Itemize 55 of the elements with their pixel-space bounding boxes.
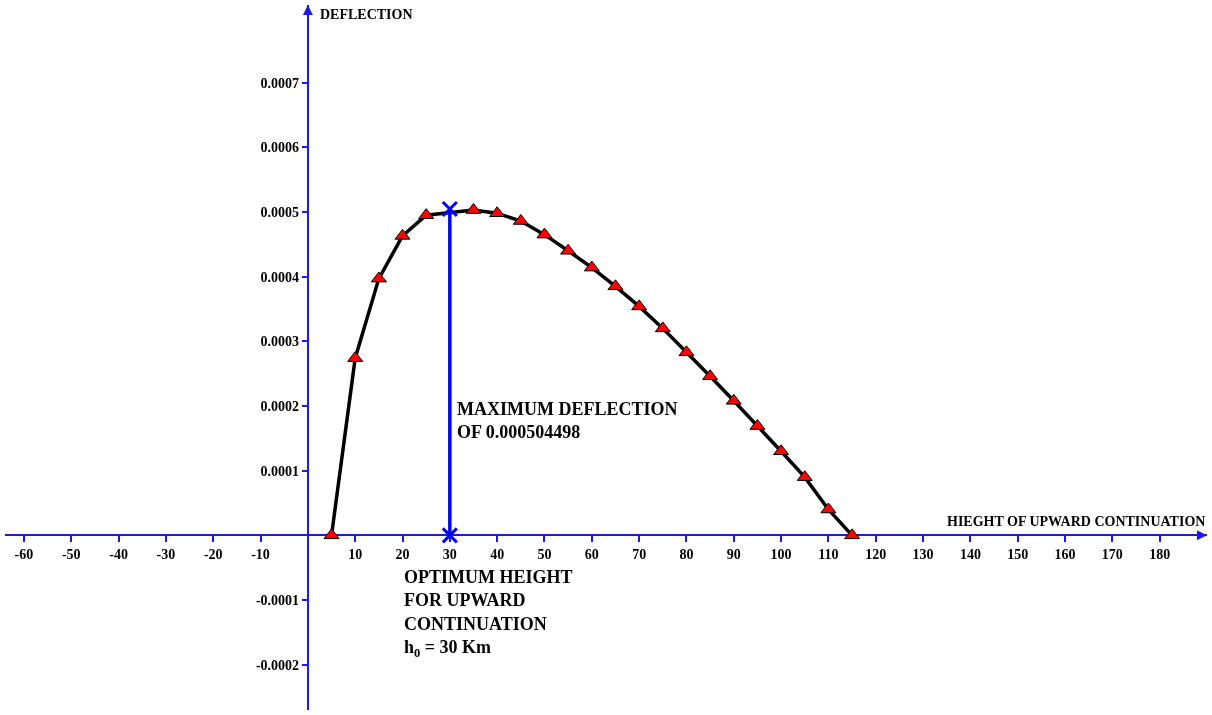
x-tick-label: 110 xyxy=(818,547,839,563)
x-tick-label: -60 xyxy=(14,547,34,563)
x-tick-label: -30 xyxy=(156,547,176,563)
point xyxy=(441,526,459,544)
x-tick-label: 60 xyxy=(584,547,599,563)
y-tick-label: -0.0001 xyxy=(255,592,300,608)
x-tick-label: -50 xyxy=(61,547,81,563)
point xyxy=(773,444,790,456)
point xyxy=(489,206,506,218)
point xyxy=(654,321,671,333)
y-tick-label: -0.0002 xyxy=(255,657,300,673)
y-tick-label: 0.0001 xyxy=(260,463,300,479)
y-axis-title: DEFLECTION xyxy=(320,7,413,22)
x-tick-label: 50 xyxy=(537,547,552,563)
point xyxy=(844,528,861,540)
point xyxy=(560,243,577,255)
annotation: MAXIMUM DEFLECTION OF 0.000504498 xyxy=(457,399,678,443)
x-tick-label: 90 xyxy=(726,547,741,563)
x-tick-label: -10 xyxy=(251,547,270,563)
x-tick-label: 160 xyxy=(1054,547,1076,563)
point xyxy=(323,528,340,540)
y-tick-label: 0.0003 xyxy=(260,334,300,350)
y-tick-label: 0.0007 xyxy=(260,75,300,91)
point xyxy=(678,345,695,357)
x-tick-label: 100 xyxy=(770,547,792,563)
point xyxy=(607,279,624,291)
x-tick-label: 140 xyxy=(959,547,981,563)
x-tick-label: 150 xyxy=(1007,547,1029,563)
point xyxy=(394,228,411,240)
x-tick-label: 40 xyxy=(490,547,505,563)
y-tick-label: 0.0002 xyxy=(260,398,300,414)
y-tick-label: 0.0004 xyxy=(260,269,300,285)
x-tick-label: 180 xyxy=(1149,547,1171,563)
point xyxy=(725,393,742,405)
x-tick-label: 130 xyxy=(912,547,934,563)
point xyxy=(370,271,387,283)
x-tick-label: -20 xyxy=(203,547,223,563)
x-tick-label: 120 xyxy=(865,547,887,563)
point xyxy=(583,260,600,272)
y-tick-label: 0.0006 xyxy=(260,140,300,156)
x-axis-title: HIEGHT OF UPWARD CONTINUATION xyxy=(947,514,1206,529)
annotation: OPTIMUM HEIGHT FOR UPWARD CONTINUATION h$_{0}$ = 30 Km xyxy=(404,567,573,660)
point xyxy=(702,369,719,381)
point xyxy=(820,502,837,514)
x-tick-label: 10 xyxy=(348,547,363,563)
x-tick-label: -40 xyxy=(109,547,128,563)
x-tick-label: 70 xyxy=(632,547,647,563)
x-tick-label: 30 xyxy=(442,547,457,563)
point xyxy=(631,299,648,311)
x-tick-label: 170 xyxy=(1101,547,1123,563)
point xyxy=(536,227,553,239)
x-tick-label: 80 xyxy=(679,547,694,563)
y-tick-label: 0.0005 xyxy=(260,204,300,220)
x-tick-label: 20 xyxy=(395,547,410,563)
point xyxy=(441,200,459,218)
